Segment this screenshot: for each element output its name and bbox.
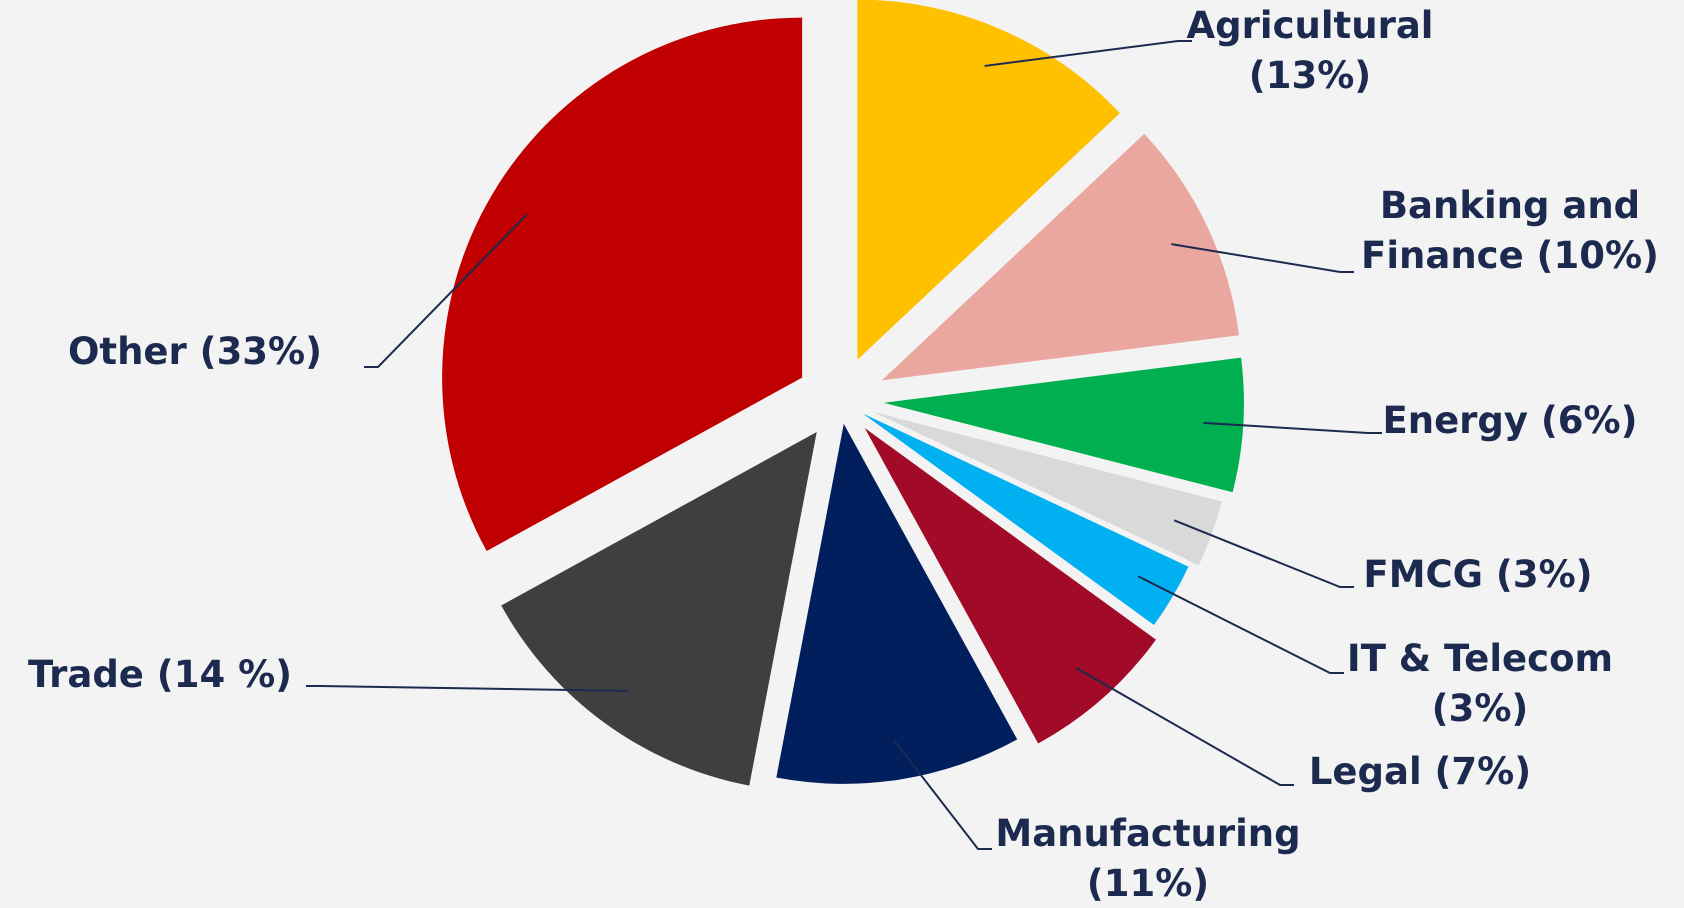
leader-line-energy xyxy=(1203,421,1382,434)
slice-label-line: Banking and xyxy=(1380,184,1640,227)
slice-labels: Agricultural (13%) Banking and Finance (10%… xyxy=(28,4,1659,905)
leader-line-fmcg xyxy=(1173,519,1354,588)
slice-label-banking-and-finance: Banking and Finance (10%) xyxy=(1361,184,1659,277)
slice-fmcg xyxy=(873,411,1222,566)
slice-banking-and-finance xyxy=(881,133,1239,381)
slice-label-other: Other (33%) xyxy=(68,330,322,373)
slice-label-manufacturing: Manufacturing (11%) xyxy=(995,812,1300,905)
slice-manufacturing xyxy=(776,423,1018,784)
slice-label-legal: Legal (7%) xyxy=(1309,750,1531,793)
slice-label-agricultural: Agricultural (13%) xyxy=(1187,4,1434,97)
pie-slices xyxy=(442,0,1244,786)
leader-line-it-telecom xyxy=(1137,575,1344,674)
slice-label-line: (11%) xyxy=(1087,862,1209,905)
slice-label-it-telecom: IT & Telecom (3%) xyxy=(1347,637,1613,730)
slice-label-line: Other (33%) xyxy=(68,330,322,373)
slice-label-line: Finance (10%) xyxy=(1361,234,1659,277)
leader-line-banking-and-finance xyxy=(1171,243,1354,273)
slice-label-line: Agricultural xyxy=(1187,4,1434,47)
slice-other xyxy=(442,17,803,552)
slice-label-line: (13%) xyxy=(1249,54,1371,97)
leader-line-other xyxy=(364,214,528,368)
slice-label-energy: Energy (6%) xyxy=(1382,399,1637,442)
slice-label-line: (3%) xyxy=(1432,687,1529,730)
leader-line-legal xyxy=(1075,667,1294,786)
slice-label-line: Trade (14 %) xyxy=(28,653,292,696)
leader-line-trade xyxy=(306,685,629,692)
slice-label-fmcg: FMCG (3%) xyxy=(1363,553,1592,596)
slice-agricultural xyxy=(857,0,1120,360)
slice-it-telecom xyxy=(862,413,1189,626)
leader-line-agricultural xyxy=(984,40,1192,67)
slice-label-line: IT & Telecom xyxy=(1347,637,1613,680)
slice-label-line: Legal (7%) xyxy=(1309,750,1531,793)
slice-label-line: FMCG (3%) xyxy=(1363,553,1592,596)
slice-energy xyxy=(883,357,1244,493)
leader-lines xyxy=(306,40,1382,850)
slice-label-line: Manufacturing xyxy=(995,812,1300,855)
slice-trade xyxy=(501,432,817,786)
slice-label-trade: Trade (14 %) xyxy=(28,653,292,696)
slice-legal xyxy=(864,428,1156,744)
slice-label-line: Energy (6%) xyxy=(1382,399,1637,442)
leader-line-manufacturing xyxy=(893,739,992,850)
